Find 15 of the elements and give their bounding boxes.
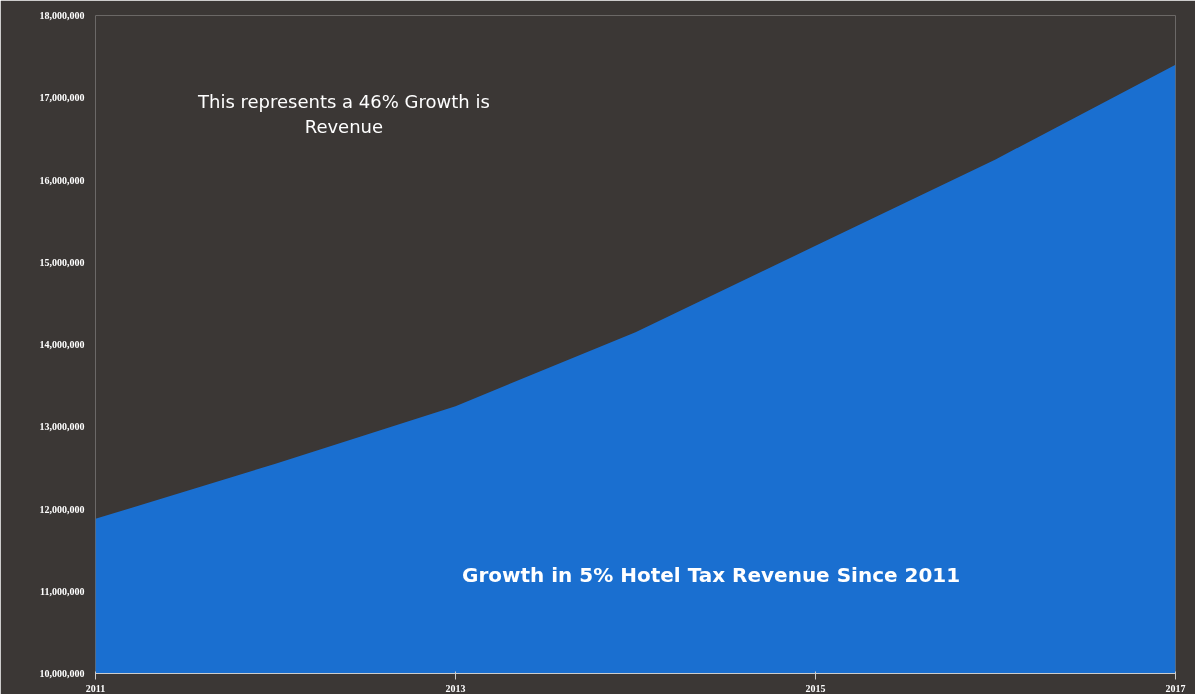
y-tick-label: 18,000,000	[39, 10, 85, 21]
x-tick-label: 2013	[445, 682, 466, 694]
annotation: This represents a 46% Growth is Revenue	[196, 91, 490, 138]
x-tick-label: 2017	[1165, 682, 1186, 694]
annotation: Growth in 5% Hotel Tax Revenue Since 2011	[462, 562, 961, 587]
y-tick-label: 14,000,000	[39, 339, 85, 350]
x-tick-label: 2015	[805, 682, 826, 694]
y-tick-label: 10,000,000	[39, 668, 85, 679]
y-tick-label: 15,000,000	[39, 256, 85, 268]
y-tick-label: 17,000,000	[39, 92, 85, 104]
y-tick-label: 12,000,000	[39, 503, 85, 515]
y-tick-label: 16,000,000	[39, 174, 85, 186]
x-tick-label: 2011	[85, 682, 106, 694]
y-tick-label: 13,000,000	[39, 421, 85, 433]
y-tick-label: 11,000,000	[40, 585, 85, 597]
